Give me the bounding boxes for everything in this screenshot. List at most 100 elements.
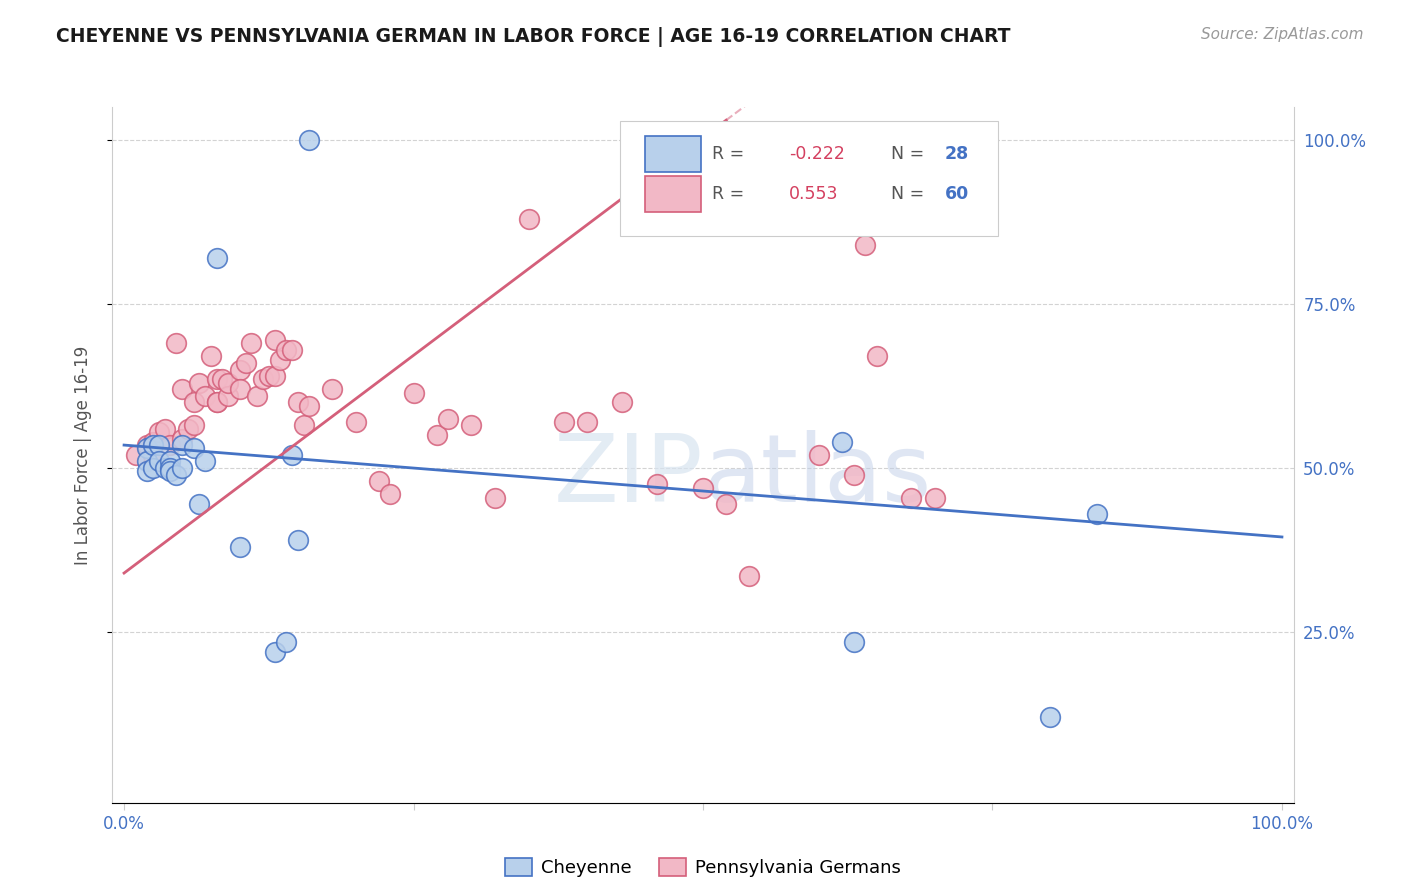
Point [380,487,402,501]
Point [159,461,181,475]
Point [142,461,165,475]
Point [183,442,205,456]
Point [866,350,889,364]
Point [194,389,217,403]
Point [437,412,460,426]
Point [136,464,159,478]
Point [170,461,193,475]
Point [298,399,321,413]
Point [484,491,506,505]
Point [148,454,170,468]
Point [276,635,298,649]
Text: -0.222: -0.222 [789,145,845,163]
Point [142,448,165,462]
Text: 0.553: 0.553 [789,185,839,203]
Y-axis label: In Labor Force | Age 16-19: In Labor Force | Age 16-19 [73,345,91,565]
Point [235,356,257,370]
Point [517,211,540,226]
Point [165,336,187,351]
Point [692,481,714,495]
Point [170,432,193,446]
Point [738,569,761,583]
Point [263,333,285,347]
Point [211,372,233,386]
Point [165,467,187,482]
Text: N =: N = [880,185,929,203]
Point [205,251,228,265]
Point [287,533,309,548]
Text: 60: 60 [945,185,969,203]
Text: N =: N = [880,145,929,163]
FancyBboxPatch shape [645,136,700,172]
Point [229,540,252,554]
Point [281,343,304,357]
Point [1085,507,1108,521]
Text: CHEYENNE VS PENNSYLVANIA GERMAN IN LABOR FORCE | AGE 16-19 CORRELATION CHART: CHEYENNE VS PENNSYLVANIA GERMAN IN LABOR… [56,27,1011,46]
Point [1039,710,1062,724]
Text: ZIP: ZIP [554,430,703,522]
Point [183,418,205,433]
Text: Source: ZipAtlas.com: Source: ZipAtlas.com [1201,27,1364,42]
Point [292,418,315,433]
Point [367,474,389,488]
FancyBboxPatch shape [620,121,998,235]
Point [576,415,599,429]
Point [252,372,274,386]
Text: 28: 28 [945,145,969,163]
Point [148,438,170,452]
Point [188,376,211,390]
Point [183,395,205,409]
Legend: Cheyenne, Pennsylvania Germans: Cheyenne, Pennsylvania Germans [498,850,908,884]
Point [229,382,252,396]
Point [924,491,946,505]
Point [321,382,343,396]
Point [159,464,181,478]
Point [205,372,228,386]
Point [246,389,269,403]
Point [142,438,165,452]
Point [153,422,176,436]
Point [257,369,280,384]
Point [205,395,228,409]
Point [153,461,176,475]
FancyBboxPatch shape [645,176,700,212]
Point [263,645,285,659]
Point [842,635,865,649]
Point [281,448,304,462]
Point [714,497,737,511]
Point [645,477,668,491]
Point [853,238,876,252]
Point [344,415,367,429]
Point [610,395,633,409]
Point [831,434,853,449]
Point [170,438,193,452]
Text: R =: R = [713,145,751,163]
Point [807,448,830,462]
Point [136,438,159,452]
Point [142,434,165,449]
Text: atlas: atlas [703,430,931,522]
Point [287,395,309,409]
Point [136,442,159,456]
Point [200,350,222,364]
Point [177,422,200,436]
Point [194,454,217,468]
Point [402,385,425,400]
Point [217,376,239,390]
Point [124,448,146,462]
Point [217,389,239,403]
Point [298,133,321,147]
Point [460,418,482,433]
Point [188,497,211,511]
Point [170,382,193,396]
Point [159,438,181,452]
Point [159,454,181,468]
Point [240,336,263,351]
Text: R =: R = [713,185,755,203]
Point [842,467,865,482]
Point [205,395,228,409]
Point [136,454,159,468]
Point [553,415,575,429]
Point [900,491,922,505]
Point [148,425,170,439]
